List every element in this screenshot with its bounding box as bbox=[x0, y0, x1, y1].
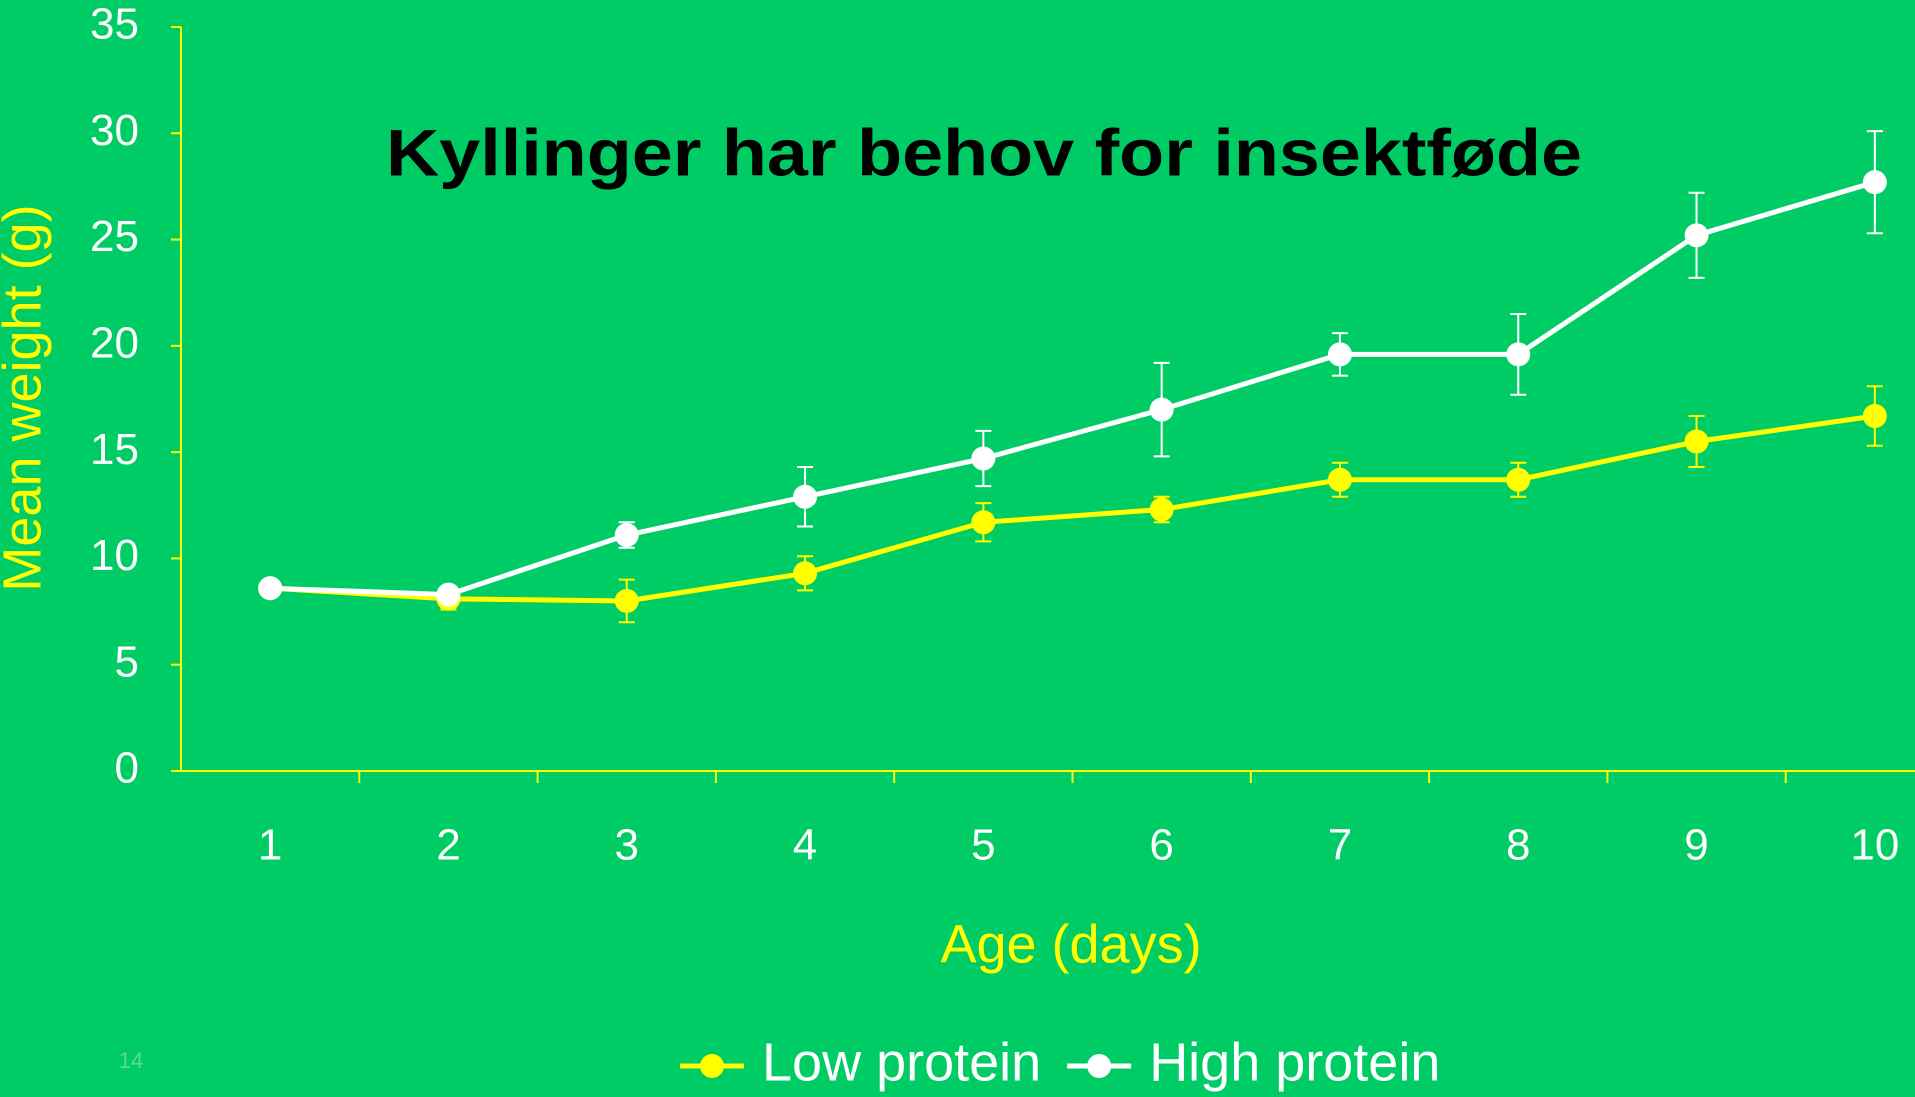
data-point bbox=[1506, 342, 1531, 367]
legend-marker bbox=[1087, 1054, 1112, 1078]
data-point bbox=[971, 510, 996, 535]
y-axis-label: Mean weight (g) bbox=[0, 204, 52, 591]
x-tick-label: 10 bbox=[1850, 821, 1899, 870]
data-point bbox=[1862, 170, 1887, 195]
chart-title: Kyllinger har behov for insektføde bbox=[386, 115, 1582, 189]
x-tick-label: 1 bbox=[258, 821, 282, 870]
y-tick-label: 25 bbox=[90, 212, 139, 261]
data-point bbox=[1684, 429, 1709, 454]
data-point bbox=[1149, 497, 1174, 522]
data-point bbox=[436, 582, 461, 607]
legend-label: High protein bbox=[1149, 1032, 1440, 1092]
data-point bbox=[1327, 342, 1352, 367]
y-tick-label: 10 bbox=[90, 531, 139, 580]
data-point bbox=[1149, 397, 1174, 422]
x-tick-label: 2 bbox=[436, 821, 460, 870]
data-point bbox=[1862, 404, 1887, 429]
x-tick-label: 3 bbox=[615, 821, 639, 870]
x-tick-label: 4 bbox=[793, 821, 817, 870]
legend-marker bbox=[700, 1054, 724, 1078]
series-line bbox=[270, 413, 1876, 604]
y-tick-label: 20 bbox=[90, 318, 139, 367]
x-axis-label: Age (days) bbox=[940, 914, 1201, 974]
data-point bbox=[614, 523, 639, 548]
data-point bbox=[1684, 223, 1709, 248]
data-point bbox=[1327, 467, 1352, 492]
x-tick-label: 6 bbox=[1149, 821, 1173, 870]
legend-label: Low protein bbox=[762, 1032, 1041, 1092]
data-point bbox=[971, 446, 996, 471]
data-point bbox=[793, 561, 818, 586]
y-tick-label: 0 bbox=[115, 744, 139, 793]
y-tick-label: 5 bbox=[115, 637, 139, 686]
data-point bbox=[793, 484, 818, 509]
data-point bbox=[1506, 467, 1531, 492]
y-tick-label: 15 bbox=[90, 425, 139, 474]
x-tick-label: 7 bbox=[1328, 821, 1352, 870]
series-line bbox=[270, 179, 1876, 598]
page-number: 14 bbox=[119, 1048, 143, 1073]
y-tick-label: 30 bbox=[90, 106, 139, 155]
x-tick-label: 5 bbox=[971, 821, 995, 870]
data-point bbox=[258, 576, 283, 601]
y-tick-label: 35 bbox=[90, 0, 139, 49]
x-tick-label: 9 bbox=[1684, 821, 1708, 870]
x-tick-label: 8 bbox=[1506, 821, 1530, 870]
data-point bbox=[614, 588, 639, 613]
